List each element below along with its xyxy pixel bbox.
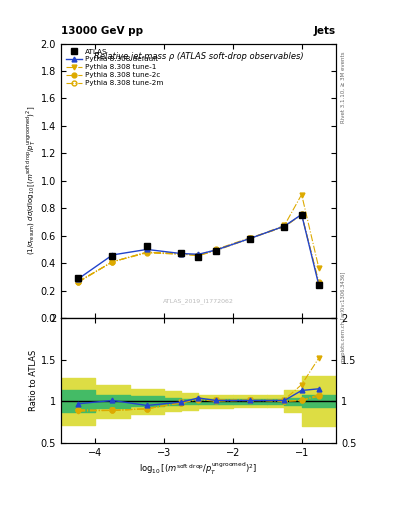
Text: Jets: Jets (314, 26, 336, 36)
Text: Rivet 3.1.10, ≥ 3M events: Rivet 3.1.10, ≥ 3M events (341, 51, 346, 123)
Y-axis label: Ratio to ATLAS: Ratio to ATLAS (29, 350, 38, 411)
Text: 13000 GeV pp: 13000 GeV pp (61, 26, 143, 36)
Text: Relative jet mass ρ (ATLAS soft-drop observables): Relative jet mass ρ (ATLAS soft-drop obs… (94, 52, 303, 61)
X-axis label: $\log_{10}[(m^{\rm soft\ drop}/p_T^{\rm ungroomed})^2]$: $\log_{10}[(m^{\rm soft\ drop}/p_T^{\rm … (140, 460, 257, 477)
Legend: ATLAS, Pythia 8.308 default, Pythia 8.308 tune-1, Pythia 8.308 tune-2c, Pythia 8: ATLAS, Pythia 8.308 default, Pythia 8.30… (63, 46, 166, 89)
Text: mcplots.cern.ch [arXiv:1306.3436]: mcplots.cern.ch [arXiv:1306.3436] (341, 271, 346, 363)
Y-axis label: $(1/\sigma_{\rm resum})$ $d\sigma/d\log_{10}[(m^{\rm soft\ drop}/p_T^{\rm ungroo: $(1/\sigma_{\rm resum})$ $d\sigma/d\log_… (24, 106, 38, 255)
Text: ATLAS_2019_I1772062: ATLAS_2019_I1772062 (163, 298, 234, 304)
